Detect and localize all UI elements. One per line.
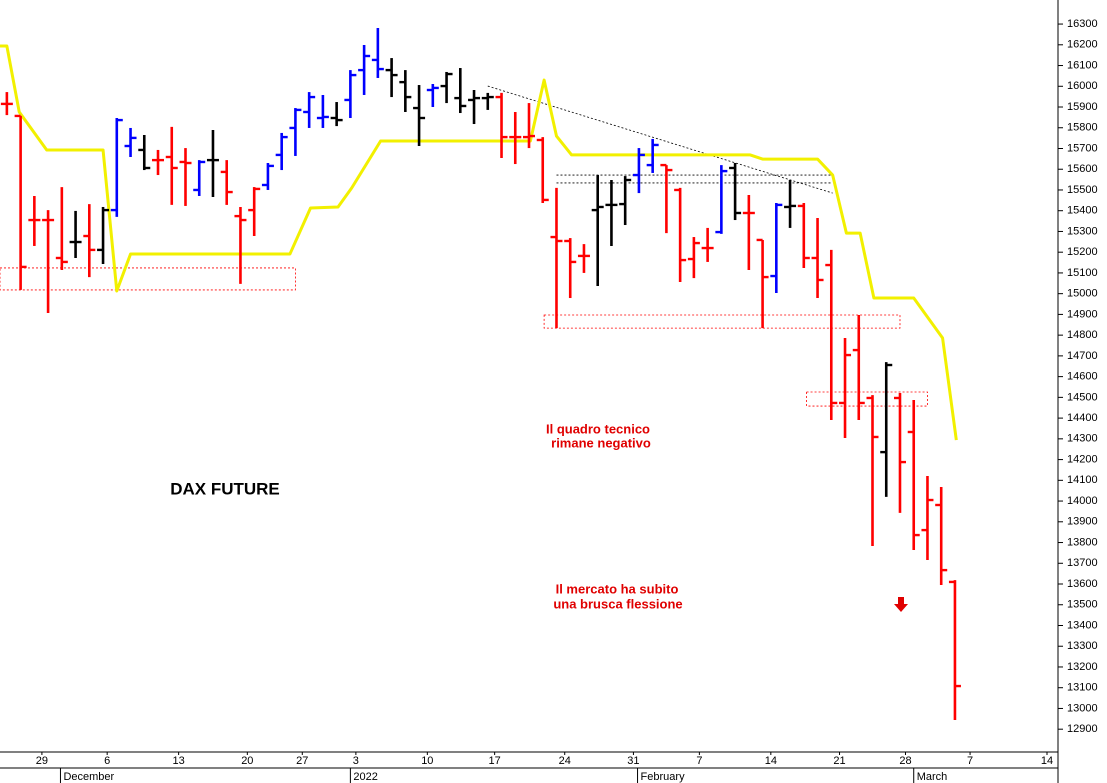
x-tick-label: 7 (967, 755, 973, 767)
y-tick-label: 14700 (1067, 350, 1098, 362)
x-tick-label: 6 (104, 755, 110, 767)
y-tick-label: 13100 (1067, 682, 1098, 694)
x-tick-label: 27 (296, 755, 308, 767)
month-label: February (641, 771, 686, 783)
y-tick-label: 15600 (1067, 163, 1098, 175)
y-tick-label: 15800 (1067, 122, 1098, 134)
x-tick-label: 28 (899, 755, 911, 767)
month-label: December (63, 771, 114, 783)
y-tick-label: 15700 (1067, 142, 1098, 154)
x-tick-label: 14 (765, 755, 777, 767)
y-tick-label: 15500 (1067, 184, 1098, 196)
y-tick-label: 13800 (1067, 536, 1098, 548)
x-tick-label: 20 (241, 755, 253, 767)
y-tick-label: 14900 (1067, 308, 1098, 320)
arrow-icon (894, 597, 908, 612)
y-tick-label: 13300 (1067, 640, 1098, 652)
y-tick-label: 16200 (1067, 39, 1098, 51)
y-tick-label: 14500 (1067, 391, 1098, 403)
y-tick-label: 14000 (1067, 495, 1098, 507)
y-tick-label: 14200 (1067, 453, 1098, 465)
trendline (487, 85, 833, 194)
y-tick-label: 13500 (1067, 599, 1098, 611)
x-tick-label: 17 (489, 755, 501, 767)
annotation: Il quadro tecnico (546, 421, 650, 436)
y-tick-label: 16000 (1067, 80, 1098, 92)
annotation: rimane negativo (551, 435, 651, 450)
support-zone (0, 267, 296, 291)
y-tick-label: 15100 (1067, 267, 1098, 279)
x-tick-label: 3 (353, 755, 359, 767)
y-tick-label: 15200 (1067, 246, 1098, 258)
y-tick-label: 14800 (1067, 329, 1098, 341)
y-tick-label: 14600 (1067, 371, 1098, 383)
x-tick-label: 14 (1041, 755, 1053, 767)
x-tick-label: 24 (559, 755, 571, 767)
y-tick-label: 13600 (1067, 578, 1098, 590)
y-tick-label: 15400 (1067, 205, 1098, 217)
y-tick-label: 12900 (1067, 723, 1098, 735)
support-zone (806, 391, 928, 407)
y-tick-label: 14400 (1067, 412, 1098, 424)
chart-title: DAX FUTURE (170, 479, 280, 498)
y-tick-label: 14300 (1067, 433, 1098, 445)
x-tick-label: 21 (833, 755, 845, 767)
y-tick-label: 15900 (1067, 101, 1098, 113)
x-tick-label: 10 (421, 755, 433, 767)
y-tick-label: 13900 (1067, 516, 1098, 528)
month-label: March (917, 771, 948, 783)
annotation: una brusca flessione (553, 596, 682, 611)
support-zone (543, 314, 901, 329)
y-tick-label: 15000 (1067, 288, 1098, 300)
annotation: Il mercato ha subito (556, 581, 679, 596)
y-tick-label: 15300 (1067, 225, 1098, 237)
x-tick-label: 31 (627, 755, 639, 767)
stop-line (0, 44, 958, 441)
y-tick-label: 13000 (1067, 702, 1098, 714)
y-tick-label: 14100 (1067, 474, 1098, 486)
y-tick-label: 13700 (1067, 557, 1098, 569)
x-tick-label: 7 (696, 755, 702, 767)
x-tick-label: 29 (36, 755, 48, 767)
y-tick-label: 13400 (1067, 619, 1098, 631)
y-tick-label: 13200 (1067, 661, 1098, 673)
y-tick-label: 16100 (1067, 59, 1098, 71)
y-tick-label: 16300 (1067, 18, 1098, 30)
month-label: 2022 (353, 771, 377, 783)
x-tick-label: 13 (172, 755, 184, 767)
